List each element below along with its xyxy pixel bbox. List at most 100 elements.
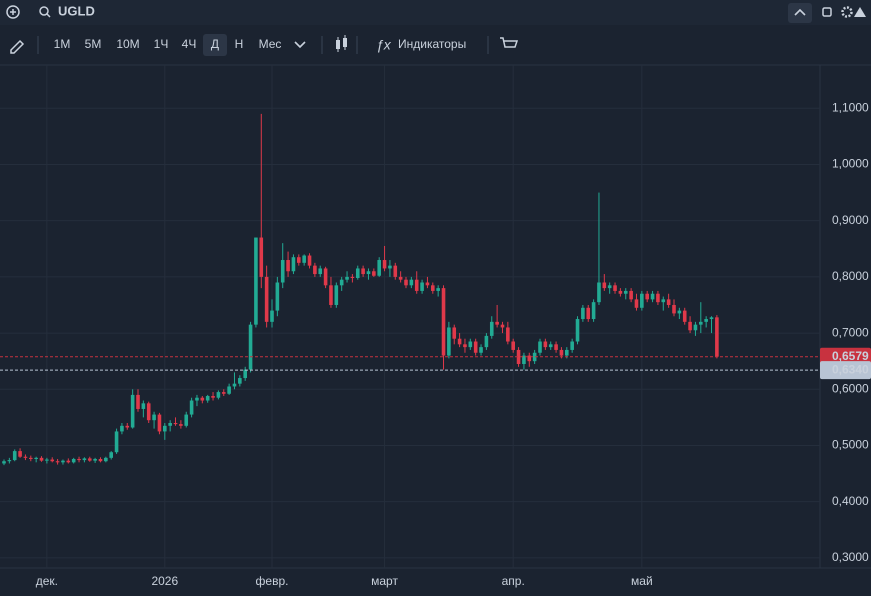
plot: [0, 65, 820, 568]
candle-body: [559, 349, 564, 356]
y-tick-label: 0,6000: [832, 381, 869, 395]
timeframe-button[interactable]: Мес: [259, 37, 282, 51]
y-tick-label: 0,4000: [832, 494, 869, 508]
candle-body: [372, 271, 376, 276]
candle-body: [264, 276, 269, 322]
timeframe-button[interactable]: 1М: [54, 37, 71, 51]
timeframe-button[interactable]: 4Ч: [182, 37, 197, 51]
indicators-button[interactable]: Индикаторы: [398, 37, 466, 51]
candle-body: [597, 282, 601, 303]
menu-button[interactable]: [854, 7, 866, 17]
candle-body: [506, 327, 510, 342]
candle-body: [441, 288, 446, 356]
candle-body: [7, 460, 12, 462]
candle-body: [157, 414, 162, 432]
timeframe-button[interactable]: Н: [235, 37, 244, 51]
candle-body: [221, 392, 226, 394]
candle-body: [414, 279, 419, 291]
candle-body: [682, 310, 687, 322]
cart-button[interactable]: [500, 37, 519, 48]
candle-body: [179, 424, 183, 426]
candle-body: [581, 307, 585, 320]
add-button[interactable]: [6, 5, 20, 19]
candle-body: [232, 383, 237, 387]
candle-body: [168, 423, 172, 426]
timeframe-button[interactable]: 1Ч: [154, 37, 169, 51]
draw-tool[interactable]: [10, 39, 25, 54]
candle-body: [607, 285, 612, 289]
toolbar: ƒx Индикаторы 1М 5М 10М 1Ч 4Ч Д Н Мес: [10, 34, 519, 56]
candle-body: [18, 451, 22, 457]
candle-body: [163, 425, 167, 432]
candle-body: [548, 344, 553, 348]
candle-body: [543, 341, 548, 348]
candle-body: [409, 279, 414, 286]
active-timeframe-bg: [203, 34, 227, 56]
y-tick-label: 1,1000: [832, 100, 869, 114]
y-tick-label: 0,9000: [832, 213, 869, 227]
candle-body: [307, 255, 312, 266]
y-tick-label: 0,8000: [832, 269, 869, 283]
price-tag-label: 0,6340: [832, 362, 869, 376]
candle-body: [2, 461, 6, 464]
candle-body: [377, 260, 381, 276]
candle-body: [361, 268, 365, 275]
candle-body: [297, 257, 301, 263]
candle-body: [511, 341, 515, 350]
candle-body: [388, 265, 392, 269]
candle-body: [699, 321, 703, 325]
candle-body: [447, 327, 451, 356]
candle-body: [45, 459, 49, 461]
timeframe-button[interactable]: Д: [211, 37, 219, 51]
search-icon[interactable]: [39, 6, 51, 18]
candle-body: [146, 403, 151, 421]
candle-body: [672, 304, 676, 314]
symbol[interactable]: UGLD: [58, 3, 95, 18]
candle-body: [666, 299, 671, 305]
candle-body: [420, 282, 424, 291]
timeframe-dropdown[interactable]: [294, 41, 306, 49]
candle-body: [715, 317, 719, 357]
candle-body: [586, 307, 591, 320]
candle-body: [484, 335, 489, 348]
candle-body: [463, 344, 467, 348]
candle-body: [125, 425, 130, 428]
candle-body: [693, 324, 698, 331]
candle-body: [640, 293, 644, 308]
candle-body: [677, 310, 682, 314]
candle-body: [473, 341, 478, 353]
candle-body: [286, 260, 290, 272]
candle-body: [479, 347, 483, 353]
candle-body: [77, 458, 81, 461]
candle-body: [495, 321, 499, 325]
candle-body: [248, 324, 253, 370]
window-button[interactable]: [822, 7, 832, 17]
candle-body: [39, 457, 44, 461]
settings-button[interactable]: [841, 6, 853, 18]
candle-body: [457, 338, 462, 345]
candle-body: [200, 397, 205, 401]
candle-body: [366, 271, 371, 275]
timeframe-button[interactable]: 10М: [116, 37, 139, 51]
tab-bar: [0, 0, 871, 25]
candle-body: [270, 310, 274, 322]
candle-body: [516, 349, 521, 364]
x-tick-label: май: [631, 574, 653, 588]
candle-body: [522, 355, 526, 364]
candle-body: [500, 324, 505, 328]
candle-body: [661, 299, 666, 303]
candle-body: [323, 268, 328, 286]
candle-body: [704, 319, 708, 322]
candle-body: [189, 400, 194, 415]
candle-body: [34, 457, 38, 459]
timeframe-button[interactable]: 5М: [85, 37, 102, 51]
price-tag: [820, 361, 871, 380]
candle-body: [82, 458, 87, 461]
collapse-button[interactable]: [788, 3, 812, 23]
candle-body: [66, 460, 71, 463]
chart-type-button[interactable]: [336, 35, 347, 52]
y-tick-label: 0,7000: [832, 325, 869, 339]
candle-body: [243, 369, 247, 379]
candle-body: [195, 397, 199, 401]
